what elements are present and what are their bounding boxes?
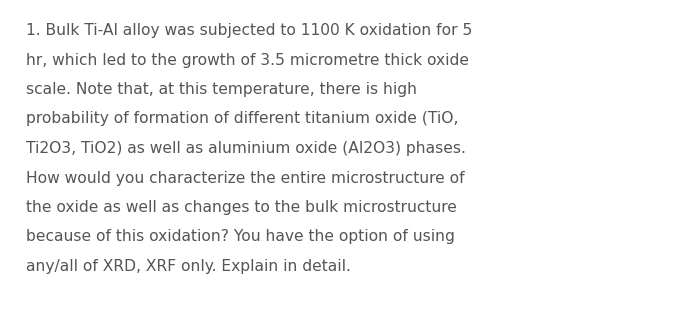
Text: the oxide as well as changes to the bulk microstructure: the oxide as well as changes to the bulk… bbox=[26, 200, 457, 215]
Text: hr, which led to the growth of 3.5 micrometre thick oxide: hr, which led to the growth of 3.5 micro… bbox=[26, 53, 469, 68]
Text: scale. Note that, at this temperature, there is high: scale. Note that, at this temperature, t… bbox=[26, 82, 417, 97]
Text: 1. Bulk Ti-Al alloy was subjected to 1100 K oxidation for 5: 1. Bulk Ti-Al alloy was subjected to 110… bbox=[26, 23, 473, 38]
Text: because of this oxidation? You have the option of using: because of this oxidation? You have the … bbox=[26, 230, 455, 245]
Text: probability of formation of different titanium oxide (TiO,: probability of formation of different ti… bbox=[26, 111, 458, 127]
Text: How would you characterize the entire microstructure of: How would you characterize the entire mi… bbox=[26, 171, 464, 185]
Text: Ti2O3, TiO2) as well as aluminium oxide (Al2O3) phases.: Ti2O3, TiO2) as well as aluminium oxide … bbox=[26, 141, 466, 156]
Text: any/all of XRD, XRF only. Explain in detail.: any/all of XRD, XRF only. Explain in det… bbox=[26, 259, 351, 274]
